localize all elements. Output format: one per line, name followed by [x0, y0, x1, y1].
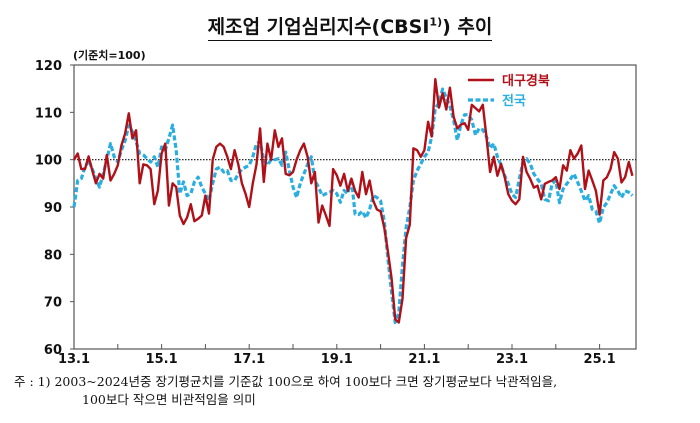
y-tick-label: 90: [44, 201, 62, 216]
x-tick-label: 15.1: [146, 352, 178, 367]
y-tick-label: 60: [44, 343, 62, 358]
unit-label: (기준치=100): [73, 49, 146, 62]
y-tick-label: 80: [44, 248, 62, 263]
chart-title: 제조업 기업심리지수(CBSI1)) 추이: [0, 12, 700, 41]
y-tick-label: 100: [35, 154, 62, 169]
title-tail: 추이: [450, 16, 493, 38]
title-footnote-mark: 1): [429, 15, 443, 29]
x-tick-label: 17.1: [233, 352, 265, 367]
x-tick-label: 23.1: [496, 352, 528, 367]
footnote-line-1: 주 : 1) 2003~2024년중 장기평균치를 기준값 100으로 하여 1…: [14, 374, 558, 389]
title-close: ): [442, 16, 451, 38]
series-line-daegu-gyeongbuk: [72, 77, 634, 324]
legend-label: 전국: [502, 93, 526, 109]
x-tick-label: 21.1: [408, 352, 440, 367]
y-tick-label: 120: [35, 59, 62, 74]
y-tick-label: 110: [35, 106, 62, 121]
x-tick-label: 25.1: [584, 352, 616, 367]
y-tick-label: 70: [44, 296, 62, 311]
series-line-national: [72, 87, 634, 325]
title-text: 제조업 기업심리지수(CBSI: [207, 16, 430, 38]
plot-frame: [73, 64, 637, 350]
legend-label: 대구경북: [502, 73, 550, 89]
x-tick-label: 19.1: [321, 352, 353, 367]
x-tick-label: 13.1: [58, 352, 90, 367]
footnote-line-2: 100보다 작으면 비관적임을 의미: [82, 392, 256, 407]
